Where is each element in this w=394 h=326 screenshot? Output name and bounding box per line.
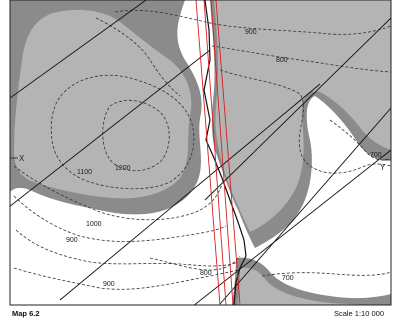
- contour-850-ne: [219, 69, 391, 174]
- red-line-2: [203, 0, 227, 305]
- contour-1100: [50, 74, 195, 190]
- contour-700-s: [261, 271, 391, 277]
- red-lines: [195, 0, 241, 305]
- contour-800-s: [149, 255, 241, 271]
- red-line-4: [215, 0, 241, 305]
- contour-label-1100: 1100: [77, 169, 92, 176]
- strike-line-5: [219, 107, 391, 305]
- strike-line-3: [59, 83, 321, 301]
- contour-900-ne: [114, 9, 391, 35]
- contour-label-900-sw: 900: [103, 281, 115, 288]
- outcrop-light-ne: [214, 0, 391, 232]
- contour-lines: [13, 9, 391, 290]
- contour-label-1000: 1000: [86, 221, 102, 228]
- map-border: [9, 0, 392, 306]
- strike-line-1: [10, 0, 147, 99]
- contour-800-ne: [211, 45, 391, 73]
- contour-mid-upper: [95, 17, 181, 97]
- contour-1000: [13, 165, 223, 221]
- contour-900-sw: [13, 267, 239, 290]
- contour-label-800-ne: 800: [276, 57, 288, 64]
- contour-950: [13, 195, 227, 242]
- contour-label-700-s: 700: [282, 275, 294, 282]
- red-line-3: [210, 0, 234, 305]
- contour-label-900-w: 900: [66, 237, 78, 244]
- strike-line-4: [193, 149, 391, 305]
- section-point-x-label: X: [19, 154, 25, 163]
- map-title: Map 6.2: [12, 309, 40, 318]
- outcrop-light-nw: [14, 9, 192, 199]
- contour-label-900-ne: 900: [245, 29, 257, 36]
- section-point-y-label: Y: [380, 163, 386, 172]
- strike-line-6: [204, 17, 391, 201]
- contour-label-700-e: 700: [370, 152, 382, 159]
- fault-trace: [203, 0, 247, 305]
- map-scale: Scale 1:10 000: [333, 309, 384, 318]
- contour-label-1200: 1200: [115, 165, 131, 172]
- outcrop-light-s: [238, 267, 370, 305]
- contour-1200-inner: [102, 99, 170, 172]
- contour-900-w: [15, 229, 239, 267]
- red-line-1: [195, 0, 221, 305]
- strike-line-2: [10, 49, 211, 207]
- strike-lines: [10, 0, 391, 305]
- contour-label-800-s: 800: [200, 270, 212, 277]
